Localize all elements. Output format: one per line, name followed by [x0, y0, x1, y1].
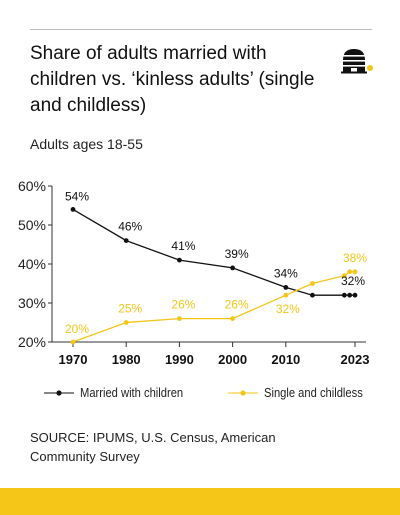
legend-label-married: Married with children: [80, 385, 184, 400]
chart-subtitle: Adults ages 18-55: [30, 136, 143, 152]
data-point-married: [123, 238, 129, 243]
data-point-married: [347, 292, 353, 298]
legend-swatch-single: [228, 389, 258, 396]
data-point-single: [352, 269, 358, 275]
data-point-single: [123, 320, 129, 325]
x-tick-label: 2023: [341, 352, 370, 367]
data-point-married: [352, 292, 358, 298]
data-label-married: 41%: [171, 239, 195, 253]
legend-item-married: Married with children: [44, 385, 200, 400]
data-point-single: [347, 269, 353, 275]
data-point-single: [341, 273, 347, 279]
data-label-single: 25%: [118, 302, 142, 316]
legend-item-single: Single and childless: [228, 385, 379, 400]
data-label-married: 54%: [65, 189, 89, 203]
data-point-married: [70, 207, 76, 212]
data-point-single: [283, 292, 289, 298]
data-label-married: 34%: [274, 266, 298, 280]
data-label-married: 32%: [341, 274, 365, 288]
y-tick-label: 30%: [18, 295, 46, 311]
y-tick-label: 60%: [18, 178, 46, 194]
data-point-single: [70, 339, 76, 345]
data-point-married: [283, 285, 289, 290]
data-label-single: 26%: [171, 298, 195, 312]
x-tick-label: 1990: [165, 352, 194, 367]
beehive-icon: [341, 49, 373, 74]
legend-swatch-married: [44, 389, 74, 396]
data-point-married: [341, 292, 347, 298]
data-point-married: [230, 265, 236, 271]
data-point-married: [177, 257, 182, 263]
top-divider: [30, 29, 372, 30]
legend-label-single: Single and childless: [264, 385, 363, 400]
x-tick-label: 1980: [112, 352, 141, 367]
chart-legend: Married with children Single and childle…: [30, 385, 375, 405]
data-label-married: 46%: [118, 220, 142, 234]
bottom-accent-bar: [0, 488, 400, 515]
y-tick-label: 20%: [18, 334, 46, 350]
logo-dot: [367, 65, 373, 71]
chart-title: Share of adults married with children vs…: [30, 43, 315, 116]
data-label-single: 26%: [225, 298, 249, 312]
data-point-single: [177, 316, 182, 321]
data-point-married: [310, 292, 315, 298]
x-tick-label: 2000: [218, 352, 247, 367]
data-point-single: [230, 316, 236, 321]
data-point-single: [310, 281, 315, 286]
data-label-single: 32%: [276, 302, 300, 316]
x-tick-label: 2010: [271, 352, 300, 367]
data-label-single: 20%: [65, 322, 89, 336]
x-tick-label: 1970: [59, 352, 88, 367]
line-chart: 60% 50% 40% 30% 20% 1970 1980 1990 2000 2010 2023…: [18, 178, 370, 367]
data-label-single: 38%: [343, 251, 367, 265]
source-note: SOURCE: IPUMS, U.S. Census, American Com…: [30, 430, 276, 464]
y-tick-label: 50%: [18, 217, 46, 233]
data-label-married: 39%: [225, 247, 249, 261]
y-tick-label: 40%: [18, 256, 46, 272]
